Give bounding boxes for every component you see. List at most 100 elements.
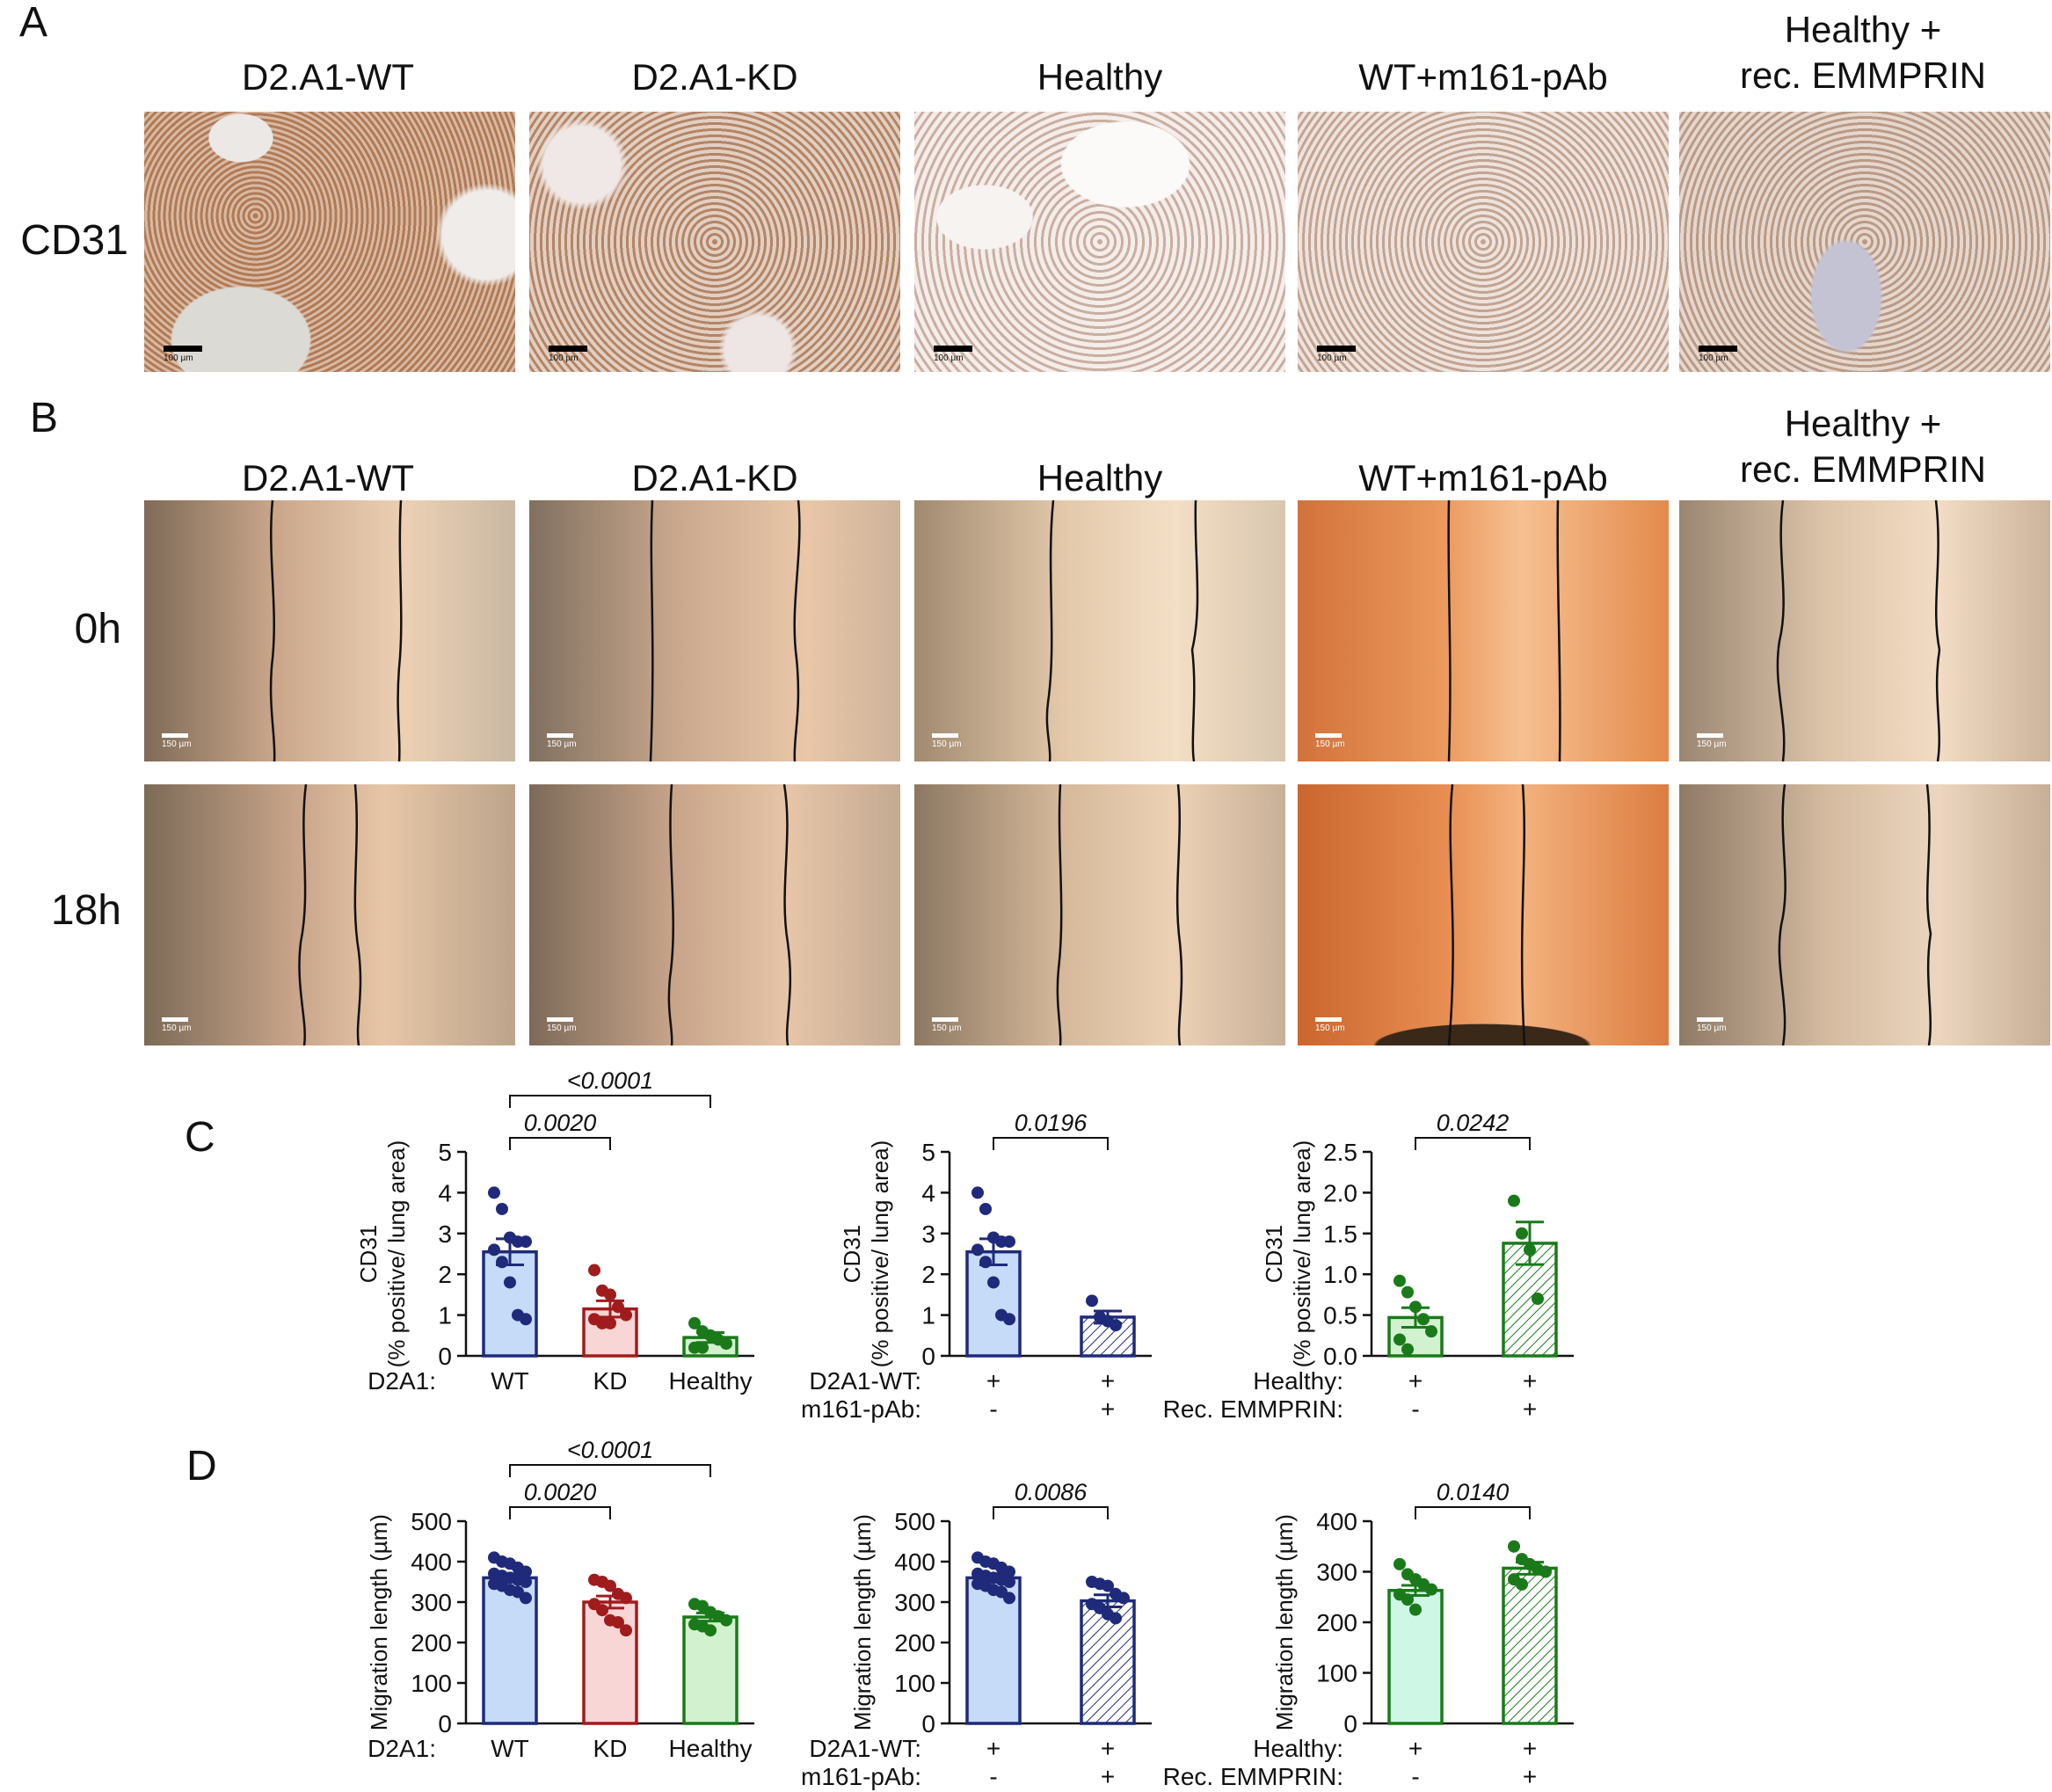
a-scalebar-1: 100 µm bbox=[164, 346, 202, 363]
comparison-bracket bbox=[993, 1506, 1109, 1519]
a-scalebar-2: 100 µm bbox=[549, 346, 587, 363]
p-value-label: 0.0242 bbox=[1437, 1110, 1510, 1136]
data-point bbox=[588, 1264, 600, 1277]
group-row-label: D2A1: bbox=[367, 1735, 436, 1762]
y-tick-label: 0 bbox=[438, 1710, 452, 1737]
data-point bbox=[1409, 1603, 1422, 1616]
data-point bbox=[620, 1308, 632, 1322]
panel-letter-a: A bbox=[19, 0, 48, 46]
group-cell: + bbox=[986, 1735, 1001, 1762]
comparison-bracket bbox=[1415, 1137, 1531, 1150]
y-tick-label: 300 bbox=[411, 1589, 452, 1616]
data-point bbox=[604, 1316, 616, 1329]
group-cell: - bbox=[989, 1763, 997, 1790]
y-axis-label-line2: (% positive/ lung area) bbox=[867, 1140, 893, 1368]
b-col-header-4: WT+m161-pAb bbox=[1358, 457, 1608, 499]
a-scalebar-3: 100 µm bbox=[934, 346, 972, 363]
y-axis-label: CD31 (% positive/ lung area) bbox=[839, 1140, 893, 1368]
data-point bbox=[1003, 1576, 1015, 1588]
b-col-header-2: D2.A1-KD bbox=[631, 457, 798, 499]
y-tick-label: 1 bbox=[438, 1302, 452, 1329]
b-scalebar-18h-3: 150 µm bbox=[932, 1017, 962, 1033]
group-cell: Healthy bbox=[669, 1735, 753, 1762]
y-axis-label-line1: Migration length (µm) bbox=[366, 1514, 392, 1730]
data-point bbox=[1524, 1243, 1536, 1257]
a-col-header-4: WT+m161-pAb bbox=[1358, 56, 1608, 98]
b-col-header-3: Healthy bbox=[1037, 457, 1163, 499]
b-col-header-5: Healthy + rec. EMMPRIN bbox=[1739, 403, 1986, 490]
data-point bbox=[1425, 1325, 1437, 1338]
data-point bbox=[488, 1243, 500, 1257]
y-tick-label: 400 bbox=[894, 1548, 935, 1576]
data-point bbox=[496, 1256, 508, 1269]
data-point bbox=[520, 1565, 532, 1578]
group-row-label: Healthy: bbox=[1253, 1735, 1343, 1762]
y-tick-label: 300 bbox=[1316, 1559, 1357, 1586]
group-row-label: D2A1: bbox=[367, 1367, 436, 1395]
b-scalebar-0h-2: 150 µm bbox=[547, 733, 577, 749]
data-point bbox=[1003, 1565, 1015, 1578]
group-cell: - bbox=[1411, 1395, 1419, 1423]
comparison-bracket bbox=[509, 1464, 711, 1477]
bar-1 bbox=[1502, 1566, 1558, 1725]
y-tick-label: 4 bbox=[438, 1179, 452, 1206]
y-tick-label: 0.0 bbox=[1323, 1343, 1357, 1370]
comparison-bracket bbox=[509, 1095, 711, 1108]
data-point bbox=[612, 1300, 624, 1314]
group-cell: KD bbox=[593, 1735, 628, 1762]
a-scalebar-5: 100 µm bbox=[1699, 346, 1737, 363]
y-tick-label: 400 bbox=[1316, 1508, 1357, 1535]
comparison-bracket bbox=[1415, 1506, 1531, 1519]
b-scalebar-0h-4: 150 µm bbox=[1315, 733, 1345, 749]
a-ihc-image-4: 100 µm bbox=[1298, 112, 1669, 372]
y-axis-label-line2: (% positive/ lung area) bbox=[383, 1140, 410, 1368]
data-point bbox=[520, 1235, 532, 1249]
data-point bbox=[604, 1288, 616, 1301]
data-point bbox=[1110, 1612, 1122, 1625]
y-tick-label: 300 bbox=[894, 1589, 935, 1616]
data-point bbox=[987, 1276, 1000, 1289]
group-cell: - bbox=[989, 1395, 997, 1423]
a-ihc-image-3: 100 µm bbox=[914, 112, 1285, 372]
data-point bbox=[704, 1624, 717, 1637]
a-ihc-image-2: 100 µm bbox=[529, 112, 900, 372]
data-point bbox=[620, 1624, 632, 1637]
a-col-header-2: D2.A1-KD bbox=[631, 56, 798, 98]
y-tick-label: 500 bbox=[411, 1508, 452, 1535]
b-scratch-image-0h-2: 150 µm bbox=[529, 500, 900, 761]
data-point bbox=[1425, 1583, 1437, 1596]
group-cell: + bbox=[1101, 1367, 1115, 1395]
data-point bbox=[596, 1604, 608, 1617]
group-cell: - bbox=[1411, 1763, 1419, 1790]
p-value-label: <0.0001 bbox=[567, 1437, 653, 1463]
data-point bbox=[1508, 1540, 1520, 1553]
data-point bbox=[1401, 1286, 1414, 1299]
panel-letter-c: C bbox=[185, 1114, 215, 1161]
y-tick-label: 100 bbox=[1316, 1660, 1357, 1687]
y-tick-label: 100 bbox=[411, 1670, 452, 1697]
y-axis-label-line1: CD31 bbox=[355, 1225, 382, 1283]
y-axis-label: Migration length (µm) bbox=[849, 1514, 876, 1730]
y-tick-label: 500 bbox=[894, 1508, 935, 1535]
group-cell: Healthy bbox=[669, 1367, 753, 1395]
data-point bbox=[1393, 1274, 1406, 1287]
a-row-label-cd31: CD31 bbox=[20, 217, 128, 264]
y-tick-label: 100 bbox=[894, 1670, 935, 1697]
data-point bbox=[1516, 1577, 1528, 1591]
data-point bbox=[1539, 1565, 1552, 1578]
data-point bbox=[979, 1202, 992, 1215]
y-axis-label-line2: (% positive/ lung area) bbox=[1289, 1140, 1315, 1368]
data-point bbox=[612, 1616, 624, 1628]
data-point bbox=[1003, 1592, 1015, 1605]
y-tick-label: 4 bbox=[921, 1179, 935, 1206]
chart-c2: 0 1 2 3 4 5 CD31 (% positive/ lung area) 0.0196 D… bbox=[801, 1110, 1152, 1423]
y-tick-label: 0 bbox=[921, 1343, 935, 1370]
y-axis-label: Migration length (µm) bbox=[1271, 1514, 1298, 1730]
data-point bbox=[496, 1202, 508, 1215]
p-value-label: 0.0140 bbox=[1437, 1479, 1510, 1505]
a-col-header-3: Healthy bbox=[1037, 56, 1163, 98]
group-row-label: Rec. EMMPRIN: bbox=[1163, 1763, 1343, 1790]
p-value-label: 0.0196 bbox=[1015, 1110, 1088, 1136]
y-tick-label: 2 bbox=[438, 1261, 452, 1288]
data-point bbox=[520, 1313, 532, 1326]
